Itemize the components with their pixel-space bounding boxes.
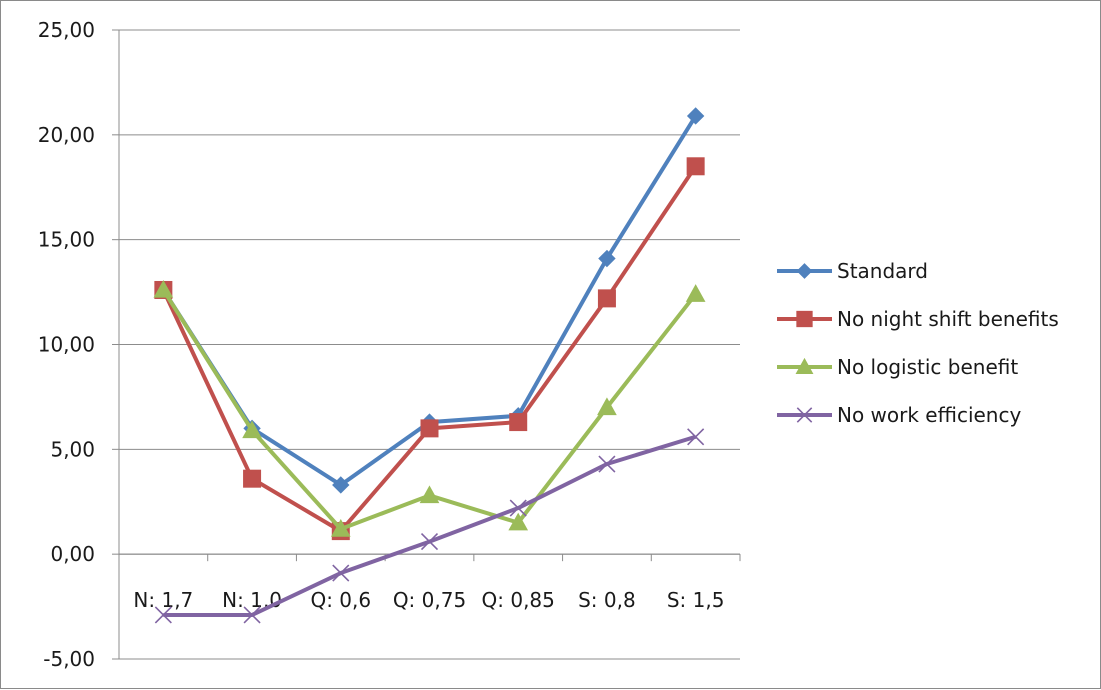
x-tick-label: S: 1,5 <box>667 588 725 612</box>
y-tick-label: 25,00 <box>38 18 95 42</box>
x-tick-label: Q: 0,6 <box>310 588 371 612</box>
data-point <box>243 469 262 488</box>
data-point <box>509 499 527 517</box>
y-tick-label: 15,00 <box>38 228 95 252</box>
data-point <box>154 606 172 624</box>
series-3 <box>154 428 705 624</box>
data-point <box>598 455 616 473</box>
x-tick-labels: N: 1,7 N: 1,0 Q: 0,6 Q: 0,75 Q: 0,85 S: 0,8 S:… <box>133 588 724 612</box>
legend-label: No night shift benefits <box>837 307 1059 331</box>
data-point <box>420 533 439 551</box>
legend: Standard No night shift benefits No logist… <box>777 259 1059 427</box>
legend-label: No logistic benefit <box>837 355 1018 379</box>
x-tick-label: Q: 0,85 <box>482 588 555 612</box>
data-point <box>687 428 705 446</box>
y-tick-label: 10,00 <box>38 333 95 357</box>
data-point <box>332 564 350 582</box>
legend-label: Standard <box>837 259 928 283</box>
series-1 <box>154 157 705 541</box>
legend-marker <box>796 310 813 328</box>
series-2 <box>153 279 706 537</box>
legend-marker <box>796 263 813 279</box>
y-tick-labels: -5,00 0,00 5,00 10,00 15,00 20,00 25,00 <box>38 18 95 671</box>
data-point <box>242 420 262 439</box>
data-point <box>153 279 174 298</box>
data-point <box>243 606 261 624</box>
y-tick-label: 0,00 <box>50 542 95 566</box>
data-point <box>597 397 617 416</box>
data-point <box>597 289 616 308</box>
data-point <box>686 107 705 125</box>
legend-marker <box>796 407 813 423</box>
x-tick-label: Q: 0,75 <box>393 588 466 612</box>
legend-entry: No night shift benefits <box>777 307 1059 331</box>
legend-marker <box>795 357 814 374</box>
x-tick-label: N: 1,0 <box>222 588 282 612</box>
data-point <box>509 413 528 432</box>
legend-entry: Standard <box>777 259 928 283</box>
axes <box>112 29 741 660</box>
legend-entry: No work efficiency <box>777 403 1021 427</box>
legend-entry: No logistic benefit <box>777 355 1018 379</box>
x-tick-label: N: 1,7 <box>133 588 193 612</box>
data-point <box>419 485 440 504</box>
data-point <box>420 419 439 438</box>
y-tick-label: 20,00 <box>38 123 95 147</box>
y-tick-label: 5,00 <box>50 437 95 461</box>
legend-label: No work efficiency <box>837 403 1021 427</box>
y-tick-label: -5,00 <box>43 647 95 671</box>
data-point <box>598 249 616 268</box>
data-point <box>330 518 351 537</box>
gridlines <box>119 29 740 660</box>
data-point <box>332 476 350 494</box>
x-tick-label: S: 0,8 <box>578 588 636 612</box>
data-point <box>686 157 705 176</box>
series-lines <box>153 107 706 624</box>
data-point <box>685 284 706 302</box>
data-point <box>508 512 529 531</box>
